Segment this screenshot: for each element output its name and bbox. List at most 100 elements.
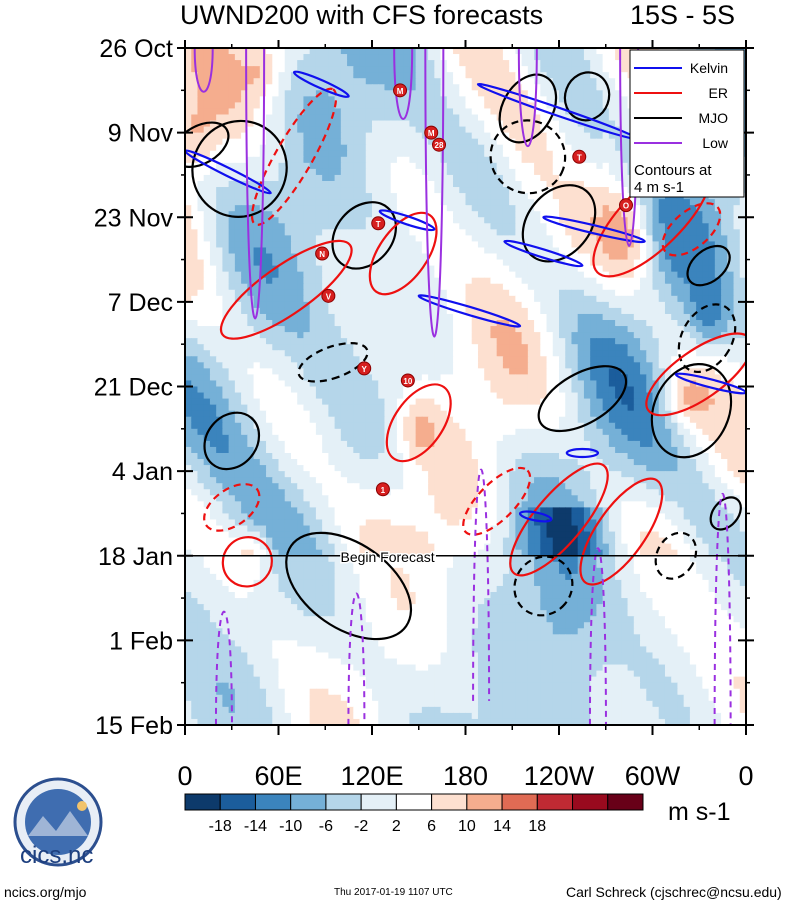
heat-cell xyxy=(247,54,255,61)
heat-cell xyxy=(658,326,666,333)
heat-cell xyxy=(465,205,473,212)
heat-cell xyxy=(477,132,485,140)
heat-cell xyxy=(577,205,585,212)
heat-cell xyxy=(689,283,697,291)
heat-cell xyxy=(465,120,473,128)
heat-cell xyxy=(565,126,573,134)
heat-cell xyxy=(347,205,354,212)
heat-cell xyxy=(602,60,610,67)
heat-cell xyxy=(340,235,348,243)
heat-cell xyxy=(633,223,641,230)
heat-cell xyxy=(552,132,560,140)
heat-cell xyxy=(378,96,386,104)
heat-cell xyxy=(677,307,685,315)
heat-cell xyxy=(721,235,728,243)
heat-cell xyxy=(340,126,348,134)
heat-cell xyxy=(384,120,392,128)
heat-cell xyxy=(384,350,392,357)
heat-cell xyxy=(384,307,392,315)
heat-cell xyxy=(247,301,255,309)
heat-cell xyxy=(241,211,248,218)
heat-cell xyxy=(372,350,379,357)
heat-cell xyxy=(278,362,286,369)
heat-cell xyxy=(372,132,379,140)
heat-cell xyxy=(565,96,573,104)
heat-cell xyxy=(615,356,622,363)
heat-cell xyxy=(428,211,435,218)
heat-cell xyxy=(477,217,485,224)
heat-cell xyxy=(465,320,473,327)
heat-cell xyxy=(646,350,654,357)
heat-cell xyxy=(621,253,629,261)
heat-cell xyxy=(328,283,336,291)
heat-cell xyxy=(191,313,199,321)
heat-cell xyxy=(515,241,523,249)
heat-cell xyxy=(571,66,579,73)
heat-cell xyxy=(702,277,710,285)
heat-cell xyxy=(733,283,741,291)
heat-cell xyxy=(484,313,492,321)
heat-cell xyxy=(241,156,248,164)
heat-cell xyxy=(739,199,746,206)
heat-cell xyxy=(384,156,392,164)
heat-cell xyxy=(540,174,548,182)
heat-cell xyxy=(253,156,261,164)
heat-cell xyxy=(509,217,516,224)
heat-cell xyxy=(658,205,666,212)
heat-cell xyxy=(515,96,523,104)
heat-cell xyxy=(502,307,510,315)
heat-cell xyxy=(646,362,654,369)
heat-cell xyxy=(571,205,579,212)
heat-cell xyxy=(515,374,523,382)
heat-cell xyxy=(453,132,460,140)
heat-cell xyxy=(577,344,585,351)
heat-cell xyxy=(415,102,423,110)
heat-cell xyxy=(596,313,604,321)
heat-cell xyxy=(590,332,597,339)
heat-cell xyxy=(577,162,585,170)
heat-cell xyxy=(559,320,566,327)
heat-cell xyxy=(334,114,342,122)
heat-cell xyxy=(247,362,255,369)
heat-cell xyxy=(465,344,473,351)
heat-cell xyxy=(315,180,323,188)
heat-cell xyxy=(359,126,367,134)
heat-cell xyxy=(415,96,423,104)
heat-cell xyxy=(434,235,442,243)
heat-cell xyxy=(340,247,348,255)
heat-cell xyxy=(284,138,292,146)
heat-cell xyxy=(658,350,666,357)
heat-cell xyxy=(509,66,516,73)
heat-cell xyxy=(502,150,510,158)
heat-cell xyxy=(546,205,554,212)
heat-cell xyxy=(272,217,280,224)
heat-cell xyxy=(340,156,348,164)
heat-cell xyxy=(372,338,379,345)
heat-cell xyxy=(328,96,336,104)
heat-cell xyxy=(247,78,255,85)
heat-cell xyxy=(714,289,722,297)
heat-cell xyxy=(689,241,697,249)
heat-cell xyxy=(708,199,716,206)
heat-cell xyxy=(677,271,685,279)
heat-cell xyxy=(266,144,273,152)
heat-cell xyxy=(253,265,261,273)
heat-cell xyxy=(278,102,286,110)
heat-cell xyxy=(216,283,223,291)
heat-cell xyxy=(446,72,454,79)
heat-cell xyxy=(278,90,286,97)
heat-cell xyxy=(652,332,660,339)
heat-cell xyxy=(434,199,442,206)
heat-cell xyxy=(228,229,236,236)
heat-cell xyxy=(565,54,573,61)
heat-cell xyxy=(540,344,548,351)
heat-cell xyxy=(477,168,485,176)
heat-cell xyxy=(415,223,423,230)
heat-cell xyxy=(390,102,398,110)
heat-cell xyxy=(222,102,230,110)
heat-cell xyxy=(372,277,379,285)
heat-cell xyxy=(365,380,373,388)
heat-cell xyxy=(627,338,635,345)
heat-cell xyxy=(546,283,554,291)
heat-cell xyxy=(459,102,467,110)
